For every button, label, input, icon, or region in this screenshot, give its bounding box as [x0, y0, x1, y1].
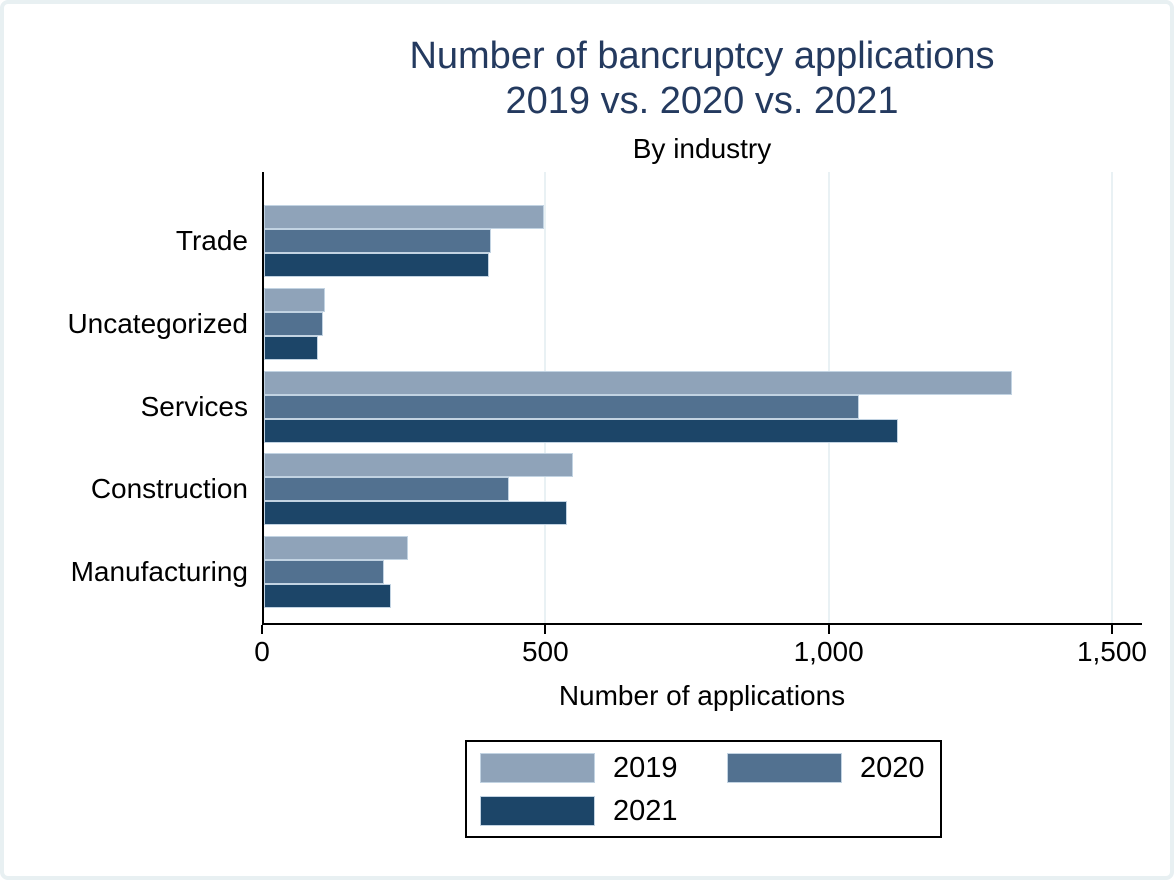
- bar-2020-trade: [264, 229, 491, 253]
- x-tick-1000: [827, 625, 830, 634]
- chart-title-line2: 2019 vs. 2020 vs. 2021: [505, 80, 899, 122]
- legend-swatch-2020: [727, 753, 842, 783]
- x-axis-title: Number of applications: [558, 680, 846, 711]
- x-tick-label-500: 500: [521, 636, 569, 667]
- category-label-uncategorized: Uncategorized: [67, 307, 248, 339]
- legend-label-2021: 2021: [613, 795, 678, 827]
- x-tick-label-1500: 1,500: [1076, 636, 1148, 667]
- legend-swatch-2019: [480, 753, 595, 783]
- bar-2019-construction: [264, 453, 573, 478]
- bar-2019-manufacturing: [264, 536, 408, 560]
- bar-2021-manufacturing: [264, 584, 391, 608]
- legend-item-2021: 2021: [480, 796, 727, 826]
- bar-2021-services: [264, 418, 898, 443]
- legend-item-2019: 2019: [480, 753, 727, 783]
- y-axis-line: [262, 172, 264, 625]
- legend-swatch-2021: [480, 796, 595, 826]
- category-label-manufacturing: Manufacturing: [70, 556, 248, 587]
- bar-2020-uncategorized: [264, 311, 323, 336]
- bar-2021-construction: [264, 501, 567, 526]
- bar-2020-construction: [264, 477, 510, 502]
- legend: 2019 2020 2021: [465, 740, 942, 838]
- bar-2019-services: [264, 370, 1012, 395]
- x-tick-1500: [1110, 625, 1113, 634]
- x-axis-line: [262, 623, 1142, 625]
- chart-title: Number of bancruptcy applications 2019 v…: [242, 34, 1162, 124]
- x-tick-label-1000: 1,000: [793, 636, 864, 667]
- chart-subtitle: By industry: [632, 133, 772, 164]
- plot-area: 0 500 1,000 1,500: [254, 172, 1147, 667]
- x-tick-500: [544, 625, 547, 634]
- category-label-services: Services: [140, 390, 248, 422]
- category-label-construction: Construction: [90, 473, 248, 505]
- legend-item-2020: 2020: [727, 753, 940, 783]
- x-tick-0: [261, 625, 263, 634]
- gridline-1500: [1110, 172, 1113, 623]
- category-label-trade: Trade: [175, 225, 248, 256]
- bar-2019-uncategorized: [264, 287, 326, 312]
- chart-title-line1: Number of bancruptcy applications: [409, 35, 995, 77]
- x-tick-label-0: 0: [254, 636, 270, 667]
- bar-2021-uncategorized: [264, 335, 318, 360]
- bar-2020-manufacturing: [264, 560, 384, 584]
- bar-2020-services: [264, 394, 859, 419]
- bar-2021-trade: [264, 253, 489, 277]
- legend-label-2020: 2020: [860, 752, 925, 784]
- legend-label-2019: 2019: [613, 752, 678, 784]
- bar-2019-trade: [264, 205, 545, 229]
